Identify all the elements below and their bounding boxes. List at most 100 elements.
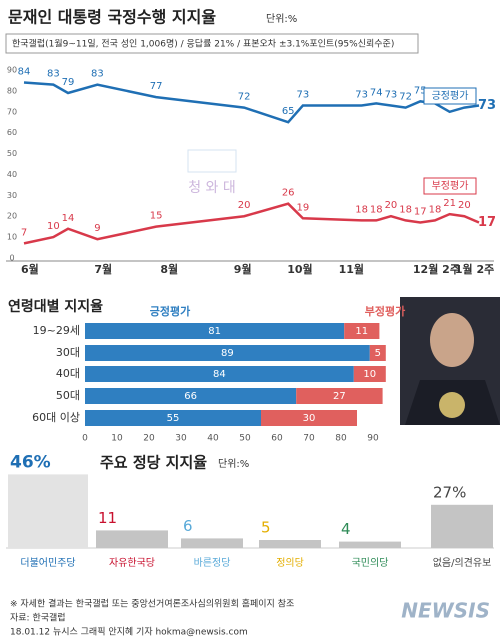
value-label: 30 bbox=[303, 413, 316, 424]
bar-segment bbox=[85, 410, 261, 426]
value-label: 27% bbox=[433, 483, 466, 501]
value-label: 11 bbox=[98, 509, 117, 527]
category-label: 국민의당 bbox=[352, 557, 389, 569]
x-tick-label: 12월 2주 bbox=[413, 262, 460, 276]
series-line bbox=[23, 202, 480, 245]
x-tick-label: 90 bbox=[367, 434, 379, 444]
value-label: 20 bbox=[238, 200, 251, 211]
value-label: 5 bbox=[261, 519, 271, 537]
subtitle: 한국갤럽(1월9~11일, 전국 성인 1,006명) / 응답률 21% / … bbox=[12, 38, 394, 50]
footer-credit: 18.01.12 뉴시스 그래픽 안지혜 기자 hokma@newsis.com bbox=[10, 626, 248, 638]
x-tick-label: 80 bbox=[335, 434, 347, 444]
value-label: 4 bbox=[341, 520, 351, 538]
value-label: 81 bbox=[208, 326, 221, 337]
value-label: 66 bbox=[184, 391, 197, 402]
footer-note: ※ 자세한 결과는 한국갤럽 또는 중앙선거여론조사심의위원회 홈페이지 참조 bbox=[10, 598, 294, 610]
x-tick-label: 20 bbox=[143, 434, 155, 444]
value-label: 74 bbox=[370, 87, 383, 98]
bar bbox=[96, 530, 168, 548]
x-tick-label: 10 bbox=[111, 434, 123, 444]
x-tick-label: 9월 bbox=[234, 262, 252, 276]
value-label: 10 bbox=[47, 221, 60, 232]
value-label: 18 bbox=[399, 204, 412, 215]
bar-segment bbox=[353, 366, 386, 382]
bar-segment bbox=[85, 345, 370, 361]
value-label: 20 bbox=[458, 200, 471, 211]
bar-segment bbox=[85, 323, 345, 339]
y-tick-label: 10 bbox=[7, 233, 17, 242]
x-tick-label: 1월 2주 bbox=[455, 262, 494, 276]
bar-segment bbox=[261, 410, 357, 426]
value-label: 21 bbox=[443, 198, 456, 209]
value-label: 11 bbox=[355, 326, 368, 337]
x-tick-label: 30 bbox=[175, 434, 187, 444]
value-label: 84 bbox=[18, 67, 31, 78]
value-label: 18 bbox=[370, 204, 383, 215]
bar bbox=[8, 474, 88, 548]
value-label: 73 bbox=[297, 90, 310, 101]
title: 문재인 대통령 국정수행 지지율 bbox=[8, 8, 216, 27]
legend-box bbox=[423, 177, 477, 195]
bar-segment bbox=[85, 366, 354, 382]
value-label: 77 bbox=[150, 81, 163, 92]
category-label: 60대 이상 bbox=[32, 411, 80, 424]
category-label: 40대 bbox=[56, 367, 80, 380]
bar-segment bbox=[296, 388, 383, 404]
value-label: 14 bbox=[62, 213, 75, 224]
party-title: 주요 정당 지지율 bbox=[100, 454, 207, 472]
value-label: 55 bbox=[167, 413, 180, 424]
x-tick-label: 10월 bbox=[287, 262, 312, 276]
bar bbox=[259, 540, 321, 548]
party-unit: 단위:% bbox=[218, 457, 249, 470]
bar bbox=[181, 538, 243, 548]
bar bbox=[431, 504, 493, 548]
value-label: 6 bbox=[183, 517, 193, 535]
legend-label: 부정평가 bbox=[365, 304, 405, 318]
legend-label: 긍정평가 bbox=[150, 304, 190, 318]
x-tick-label: 11월 bbox=[339, 262, 364, 276]
y-tick-label: 90 bbox=[7, 66, 17, 75]
value-label: 83 bbox=[91, 69, 104, 80]
value-label: 15 bbox=[150, 211, 163, 222]
y-tick-label: 0 bbox=[9, 254, 14, 263]
value-label: 73 bbox=[355, 90, 368, 101]
value-label: 46% bbox=[10, 452, 51, 472]
value-label: 79 bbox=[62, 77, 75, 88]
value-label: 84 bbox=[213, 369, 226, 380]
value-label: 72 bbox=[238, 92, 251, 103]
x-tick-label: 0 bbox=[82, 434, 88, 444]
photo-emblem bbox=[439, 392, 465, 418]
subtitle-box bbox=[5, 33, 419, 54]
category-label: 19~29세 bbox=[33, 324, 80, 337]
x-tick-label: 6월 bbox=[21, 262, 39, 276]
category-label: 30대 bbox=[56, 346, 80, 359]
series-line bbox=[23, 81, 480, 124]
y-tick-label: 50 bbox=[7, 149, 17, 158]
y-tick-label: 70 bbox=[7, 107, 17, 116]
category-label: 더불어민주당 bbox=[20, 557, 75, 569]
category-label: 바른정당 bbox=[194, 557, 231, 569]
bar bbox=[339, 541, 401, 548]
category-label: 자유한국당 bbox=[109, 557, 155, 569]
value-label: 26 bbox=[282, 188, 295, 199]
x-tick-label: 7월 bbox=[94, 262, 112, 276]
x-tick-label: 8월 bbox=[160, 262, 178, 276]
value-label: 73 bbox=[478, 98, 496, 113]
legend-box bbox=[423, 87, 477, 105]
x-tick-label: 40 bbox=[207, 434, 219, 444]
x-tick-label: 70 bbox=[303, 434, 315, 444]
x-tick-label: 50 bbox=[239, 434, 251, 444]
value-label: 9 bbox=[94, 223, 100, 234]
age-title: 연령대별 지지율 bbox=[8, 298, 103, 315]
value-label: 7 bbox=[21, 227, 27, 238]
value-label: 19 bbox=[297, 202, 310, 213]
x-tick-label: 60 bbox=[271, 434, 283, 444]
value-label: 5 bbox=[375, 348, 381, 359]
unit: 단위:% bbox=[266, 12, 297, 25]
value-label: 72 bbox=[399, 92, 412, 103]
y-tick-label: 80 bbox=[7, 86, 17, 95]
value-label: 20 bbox=[385, 200, 398, 211]
y-tick-label: 20 bbox=[7, 212, 17, 221]
value-label: 18 bbox=[355, 204, 368, 215]
